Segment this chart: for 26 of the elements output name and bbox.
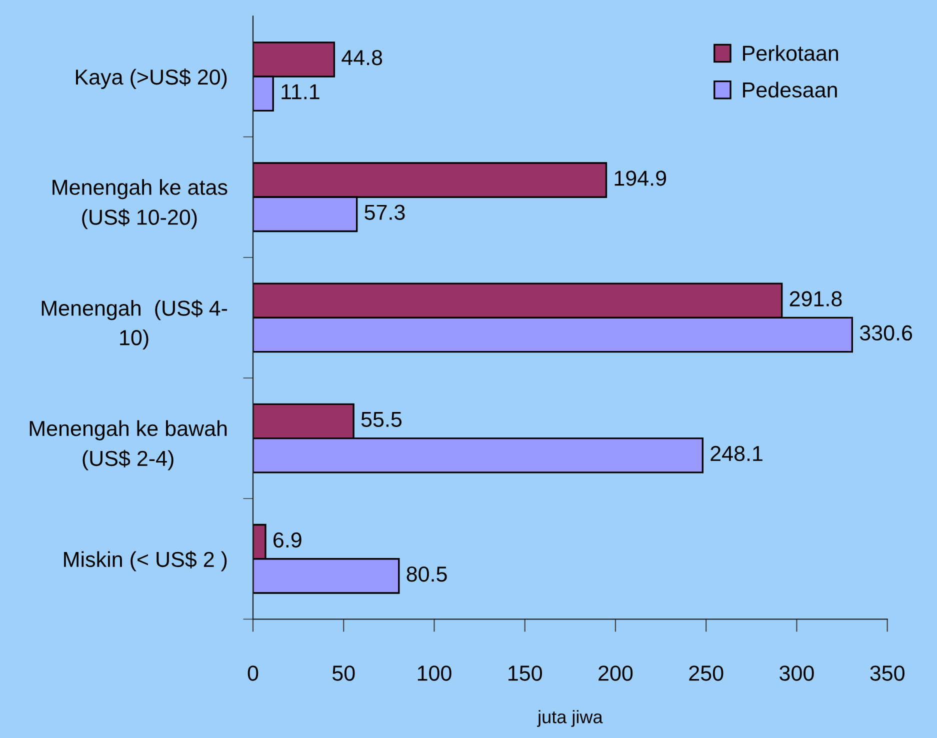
x-tick-label: 150 (508, 666, 542, 681)
legend-label: Pedesaan (743, 82, 837, 98)
data-label: 11.1 (282, 84, 320, 100)
x-axis-title: juta jiwa (537, 710, 603, 727)
data-label: 80.5 (406, 566, 447, 582)
data-label: 248.1 (710, 446, 762, 462)
x-tick-label: 100 (418, 666, 452, 681)
y-tick-label: Menengah ke atas (US$ 10-20) (52, 179, 228, 230)
x-tick-label: 350 (870, 666, 904, 681)
data-label: 330.6 (860, 325, 912, 341)
y-tick-label: Menengah (US$ 4- 10) (42, 300, 228, 350)
data-label: 6.9 (274, 532, 302, 548)
x-tick-label: 300 (780, 666, 814, 681)
data-label: 57.3 (364, 204, 405, 220)
x-tick-label: 50 (332, 666, 355, 681)
x-tick-label: 0 (248, 666, 258, 681)
y-tick-label: Menengah ke bawah (US$ 2-4) (30, 420, 227, 470)
x-tick-label: 200 (598, 666, 633, 681)
data-label: 44.8 (342, 50, 382, 66)
data-label: 194.9 (614, 170, 666, 186)
y-tick-label: Kaya (>US$ 20) (76, 68, 227, 89)
legend-label: Perkotaan (743, 45, 838, 61)
x-tick-label: 250 (689, 666, 724, 681)
data-label: 55.5 (361, 412, 402, 428)
data-label: 291.8 (790, 291, 842, 306)
y-tick-label: Miskin (< US$ 2 ) (64, 550, 227, 572)
